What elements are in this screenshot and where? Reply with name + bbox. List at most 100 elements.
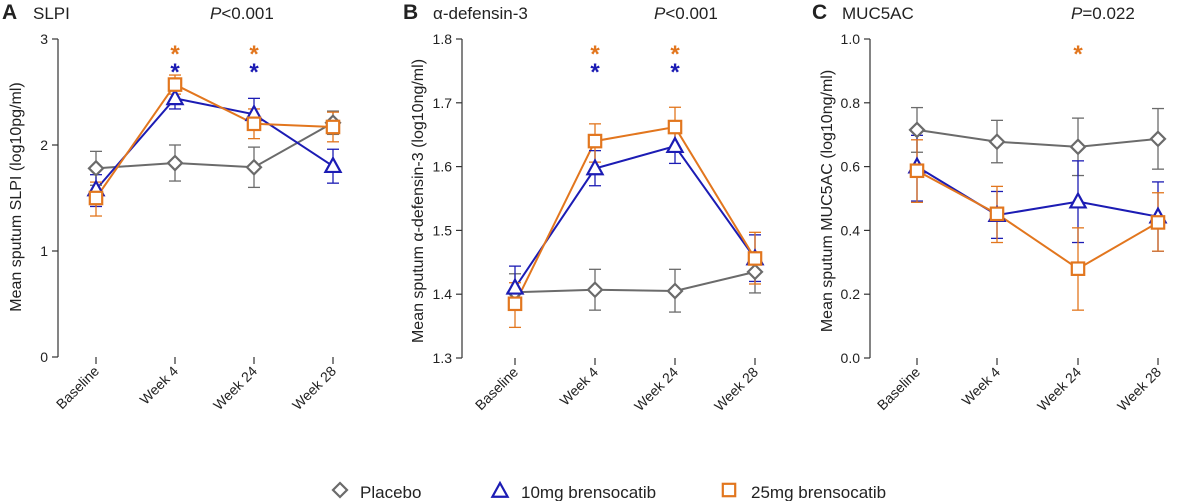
legend-label: 10mg brensocatib [521,483,656,501]
x-tick-label-week-4: Week 4 [958,364,1003,409]
y-tick-label-1-6: 1.6 [433,159,453,175]
data-point-10mg-brensocatib-week-24 [665,135,685,154]
data-point-placebo-baseline [908,121,926,139]
data-point-placebo-baseline [87,159,105,177]
data-point-placebo-week-4 [166,154,184,172]
significance-star-week-24-1: * [670,59,680,86]
legend-label: 25mg brensocatib [751,483,886,501]
data-point-25mg-brensocatib-week-24 [667,119,683,135]
series-line-placebo [916,128,1159,148]
legend: Placebo 10mg brensocatib 25mg brensocati… [331,480,886,501]
y-tick-label-1-8: 1.8 [433,31,453,47]
panel-title: SLPI [33,4,70,23]
significance-star-week-4-0: * [590,41,600,68]
triangle-marker-icon [490,480,510,498]
data-point-25mg-brensocatib-week-24 [1070,261,1086,276]
series-line-25mg-brensocatib [95,83,334,199]
data-point-placebo-week-28 [1149,130,1167,148]
x-tick-label-week-28: Week 28 [1114,364,1164,414]
series-line-placebo [95,121,334,170]
x-tick-label-week-28: Week 28 [289,363,339,413]
legend-label: Placebo [360,483,421,501]
x-tick-label-week-24: Week 24 [210,363,260,413]
p-value: P<0.001 [210,4,274,23]
legend-triangle-marker [490,480,510,498]
y-tick-label-1: 1 [40,243,48,259]
x-tick-label-baseline: Baseline [472,364,521,413]
square-marker-icon [721,482,737,498]
y-axis-label: Mean sputum α-defensin-3 (log10ng/ml) [410,59,427,343]
x-tick-label-week-28: Week 28 [711,364,761,414]
panel-letter: C [812,1,827,24]
y-axis-label: Mean sputum SLPI (log10pg/ml) [8,82,25,311]
series-line-25mg-brensocatib [916,169,1159,270]
x-tick-label-baseline: Baseline [874,364,923,413]
data-point-10mg-brensocatib-week-4 [165,88,185,106]
panel-title: α-defensin-3 [433,4,528,23]
y-tick-label-1-0: 1.0 [841,31,861,47]
series-line-25mg-brensocatib [514,125,756,305]
plot-area: 0.0 0.2 0.4 0.6 0.8 1.0 Baseline Week 4 Week 24 W… [841,31,1168,414]
data-point-25mg-brensocatib-week-4 [587,133,603,149]
significance-star-week-24-0: * [670,41,680,68]
y-tick-label-0-8: 0.8 [841,95,861,111]
y-tick-label-0-0: 0.0 [841,350,861,366]
y-tick-label-1-3: 1.3 [433,350,453,366]
y-tick-label-0-2: 0.2 [841,286,861,302]
p-value: P<0.001 [654,4,718,23]
data-point-10mg-brensocatib-week-4 [585,158,605,176]
series-line-10mg-brensocatib [514,145,756,289]
series-line-10mg-brensocatib [95,97,334,191]
legend-item-10mg: 10mg brensocatib [490,480,656,501]
panel-letter: A [2,1,17,24]
data-point-25mg-brensocatib-week-24 [246,116,262,132]
legend-item-25mg: 25mg brensocatib [721,482,886,501]
x-tick-label-week-4: Week 4 [136,363,181,408]
p-value: P=0.022 [1071,4,1135,23]
y-tick-label-0: 0 [40,349,48,365]
y-tick-label-1-7: 1.7 [433,95,453,111]
data-point-25mg-brensocatib-week-28 [1150,215,1166,230]
series-line-placebo [514,270,756,294]
data-point-placebo-week-24 [245,158,263,176]
x-tick-label-week-24: Week 24 [631,364,681,414]
significance-star-week-4-1: * [170,59,180,86]
panel-a: A SLPI P<0.001 Mean sputum SLPI (log10pg… [2,1,343,413]
panel-c: C MUC5AC P=0.022 Mean sputum MUC5AC (log… [812,1,1168,414]
panel-title: MUC5AC [842,4,914,23]
data-point-25mg-brensocatib-week-28 [747,251,763,266]
legend-diamond-marker [331,481,349,499]
series-line-10mg-brensocatib [916,165,1159,218]
x-tick-label-week-4: Week 4 [556,364,601,409]
significance-star-week-24-0: * [249,41,259,68]
data-point-25mg-brensocatib-baseline [507,296,523,312]
data-point-placebo-week-24 [1069,138,1087,156]
y-tick-label-0-4: 0.4 [841,222,861,238]
panel-letter: B [403,1,418,24]
data-point-placebo-week-4 [988,133,1006,151]
y-tick-label-0-6: 0.6 [841,159,861,175]
data-point-placebo-week-28 [746,263,764,281]
data-point-25mg-brensocatib-baseline [88,190,104,206]
y-tick-label-1-4: 1.4 [433,286,453,302]
data-point-placebo-week-4 [586,281,604,299]
y-tick-label-2: 2 [40,137,48,153]
data-point-25mg-brensocatib-week-4 [167,77,183,92]
x-tick-label-baseline: Baseline [53,363,102,412]
x-tick-label-week-24: Week 24 [1034,364,1084,414]
data-point-placebo-week-24 [666,282,684,300]
data-point-10mg-brensocatib-week-28 [323,155,343,174]
data-point-10mg-brensocatib-week-24 [1068,191,1088,209]
legend-item-placebo: Placebo [331,481,421,501]
panel-b: B α-defensin-3 P<0.001 Mean sputum α-def… [403,1,765,414]
data-point-25mg-brensocatib-week-4 [989,206,1005,222]
plot-area: 1.3 1.4 1.5 1.6 1.7 1.8 Baseline Week 4 Week 24 W… [433,31,765,414]
y-tick-label-3: 3 [40,31,48,47]
legend-square-marker [721,482,737,498]
significance-star-week-24-1: * [249,59,259,86]
y-axis-label: Mean sputum MUC5AC (log10ng/ml) [819,70,836,332]
significance-star-week-4-1: * [590,59,600,86]
diamond-marker-icon [331,481,349,499]
